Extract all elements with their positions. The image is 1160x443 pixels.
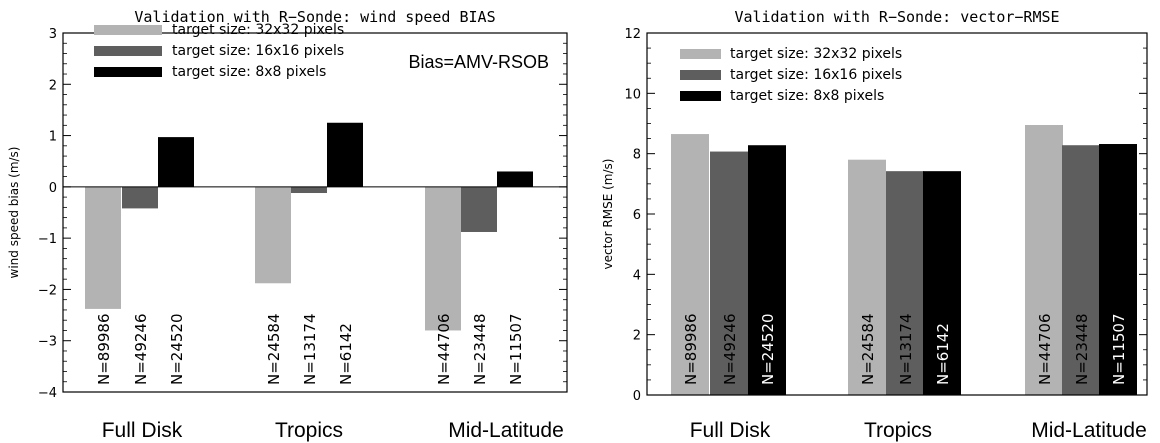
bar-target-size-16x16-pixels-3: [461, 186, 497, 232]
y-tick-label: −3: [38, 335, 57, 350]
y-tick-label: 0: [633, 389, 641, 404]
y-tick-label: 3: [49, 27, 57, 42]
count-label: N=23448: [1073, 313, 1091, 385]
legend-swatch: [680, 91, 721, 101]
annotation: Bias=AMV-RSOB: [408, 52, 549, 72]
bar-target-size-16x16-pixels-1: [710, 151, 748, 395]
y-tick-label: −2: [38, 283, 57, 298]
count-label: N=11507: [1110, 313, 1128, 385]
count-label: N=24520: [759, 313, 777, 385]
count-label: N=44706: [435, 313, 453, 385]
legend-label: target size: 8x8 pixels: [730, 88, 884, 104]
category-label: Mid-Latitude: [1031, 419, 1147, 442]
count-label: N=44706: [1036, 313, 1054, 385]
y-tick-label: 6: [633, 208, 641, 223]
plot-frame: [62, 32, 568, 393]
bar-target-size-8x8-pixels-3: [1099, 144, 1137, 395]
legend-swatch: [94, 46, 162, 56]
count-label: N=49246: [721, 313, 739, 385]
count-label: N=6142: [337, 323, 355, 385]
legend-swatch: [680, 49, 721, 59]
bar-target-size-16x16-pixels-1: [122, 186, 158, 209]
bar-target-size-16x16-pixels-3: [1062, 145, 1100, 395]
bar-target-size-32x32-pixels-3: [425, 186, 461, 331]
legend-label: target size: 32x32 pixels: [730, 46, 902, 62]
y-tick-label: 0: [49, 181, 57, 196]
y-tick-label: 1: [49, 130, 57, 145]
count-label: N=24584: [265, 313, 283, 385]
chart-title: Validation with R−Sonde: vector−RMSE: [734, 8, 1059, 26]
bar-target-size-8x8-pixels-1: [158, 137, 194, 187]
category-label: Mid-Latitude: [448, 419, 564, 442]
bar-target-size-32x32-pixels-3: [1025, 125, 1063, 395]
chart-2: Validation with R−Sonde: vector−RMSE vect…: [601, 8, 1148, 442]
y-tick-label: 2: [49, 78, 57, 93]
legend-swatch: [94, 67, 162, 77]
count-label: N=6142: [934, 323, 952, 385]
count-label: N=89986: [95, 313, 113, 385]
y-axis-label: vector RMSE (m/s): [601, 159, 615, 270]
bar-target-size-32x32-pixels-1: [671, 134, 709, 395]
count-label: N=89986: [682, 313, 700, 385]
legend-label: target size: 16x16 pixels: [172, 43, 344, 59]
count-label: N=13174: [897, 313, 915, 385]
bar-target-size-32x32-pixels-1: [85, 186, 121, 309]
y-tick-label: 10: [624, 87, 641, 102]
bar-target-size-16x16-pixels-2: [886, 171, 924, 395]
bar-target-size-8x8-pixels-2: [923, 171, 961, 395]
count-label: N=24520: [168, 313, 186, 385]
bar-target-size-32x32-pixels-2: [848, 159, 886, 395]
count-label: N=23448: [471, 313, 489, 385]
y-axis-label: wind speed bias (m/s): [7, 147, 21, 279]
category-label: Full Disk: [690, 419, 771, 442]
count-label: N=49246: [132, 313, 150, 385]
legend: target size: 32x32 pixels target size: 16…: [94, 22, 344, 80]
y-tick-label: 2: [633, 329, 641, 344]
category-label: Full Disk: [102, 419, 183, 442]
chart-1: Validation with R−Sonde: wind speed BIAS…: [7, 8, 568, 442]
y-tick-label: 12: [624, 27, 641, 42]
y-tick-label: 8: [633, 148, 641, 163]
count-label: N=11507: [507, 313, 525, 385]
y-tick-label: −4: [38, 386, 57, 401]
chart-title: Validation with R−Sonde: wind speed BIAS: [134, 8, 495, 26]
y-tick-label: −1: [38, 232, 57, 247]
legend: target size: 32x32 pixels target size: 16…: [680, 46, 902, 104]
bar-target-size-8x8-pixels-3: [497, 171, 533, 187]
category-label: Tropics: [275, 419, 343, 442]
bar-target-size-8x8-pixels-2: [327, 122, 363, 187]
bar-target-size-32x32-pixels-2: [255, 186, 291, 284]
legend-label: target size: 8x8 pixels: [172, 64, 326, 80]
legend-swatch: [680, 70, 721, 80]
legend-swatch: [94, 25, 162, 35]
legend-label: target size: 16x16 pixels: [730, 67, 902, 83]
count-label: N=13174: [301, 313, 319, 385]
bar-target-size-16x16-pixels-2: [291, 186, 327, 194]
bar-target-size-8x8-pixels-1: [748, 145, 786, 395]
y-tick-label: 4: [633, 268, 641, 283]
count-label: N=24584: [859, 313, 877, 385]
category-label: Tropics: [864, 419, 932, 442]
legend-label: target size: 32x32 pixels: [172, 22, 344, 38]
